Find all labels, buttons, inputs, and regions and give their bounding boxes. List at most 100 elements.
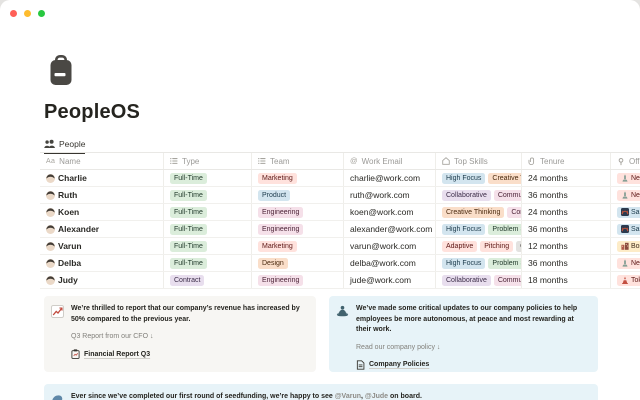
table-cell[interactable]: 24 months bbox=[522, 170, 611, 186]
tag-engineering[interactable]: Engineering bbox=[258, 206, 304, 218]
table-cell[interactable]: ruth@work.com bbox=[344, 187, 436, 203]
tag-full-time[interactable]: Full-Time bbox=[170, 240, 207, 252]
page-link-company-policies[interactable]: Company Policies bbox=[356, 359, 429, 370]
tag-new-york[interactable]: New York bbox=[617, 172, 640, 184]
table-cell[interactable]: Koen bbox=[40, 204, 164, 220]
table-cell[interactable]: Engineering bbox=[252, 204, 344, 220]
person-name[interactable]: Varun bbox=[58, 241, 82, 251]
table-cell[interactable]: High Focus Creative Thinking bbox=[436, 170, 522, 186]
column-header-type[interactable]: Type bbox=[164, 153, 252, 169]
tag-adaptive[interactable]: Adaptive bbox=[442, 240, 478, 252]
table-cell[interactable]: Full-Time bbox=[164, 221, 252, 237]
table-cell[interactable]: Contract bbox=[164, 272, 252, 288]
minimize-button[interactable] bbox=[24, 10, 31, 17]
table-row-alexander[interactable]: Alexander Full-Time Engineering alexander@w… bbox=[40, 221, 640, 238]
work-email[interactable]: varun@work.com bbox=[350, 241, 417, 251]
table-row-delba[interactable]: Delba Full-Time Design delba@work.com High F… bbox=[40, 255, 640, 272]
tag-full-time[interactable]: Full-Time bbox=[170, 189, 207, 201]
work-email[interactable]: ruth@work.com bbox=[350, 190, 410, 200]
tag-high-focus[interactable]: High Focus bbox=[442, 257, 486, 269]
table-cell[interactable]: koen@work.com bbox=[344, 204, 436, 220]
tag-design[interactable]: Design bbox=[258, 257, 288, 269]
column-header-tenure[interactable]: Tenure bbox=[522, 153, 611, 169]
tag-collaborative[interactable]: Collaborative bbox=[442, 189, 491, 201]
tag-high-focus[interactable]: High Focus bbox=[442, 223, 486, 235]
table-cell[interactable]: Design bbox=[252, 255, 344, 271]
table-cell[interactable]: jude@work.com bbox=[344, 272, 436, 288]
tag-marketing[interactable]: Marketing bbox=[258, 172, 297, 184]
person-name[interactable]: Delba bbox=[58, 258, 82, 268]
work-email[interactable]: delba@work.com bbox=[350, 258, 416, 268]
page-link-financial-report[interactable]: Financial Report Q3 bbox=[71, 349, 150, 359]
table-cell[interactable]: New York bbox=[611, 187, 640, 203]
table-cell[interactable]: Marketing bbox=[252, 170, 344, 186]
table-cell[interactable]: Boston bbox=[611, 238, 640, 254]
tab-people[interactable]: People bbox=[44, 139, 86, 154]
tag-san-francisco[interactable]: San Francisco bbox=[617, 206, 640, 218]
column-header-name[interactable]: Aa Name bbox=[40, 153, 164, 169]
table-cell[interactable]: Delba bbox=[40, 255, 164, 271]
table-cell[interactable]: High Focus Problem Solver bbox=[436, 255, 522, 271]
tag-engineering[interactable]: Engineering bbox=[258, 223, 304, 235]
backpack-icon[interactable] bbox=[50, 55, 72, 86]
table-cell[interactable]: 12 months bbox=[522, 238, 611, 254]
tag-problem-solver[interactable]: Problem Solver bbox=[488, 257, 521, 269]
person-name[interactable]: Koen bbox=[58, 207, 80, 217]
tag-collaborative[interactable]: Collaborative bbox=[442, 274, 491, 286]
tag-engineering[interactable]: Engineering bbox=[258, 274, 304, 286]
table-cell[interactable]: Engineering bbox=[252, 272, 344, 288]
table-cell[interactable]: 36 months bbox=[522, 187, 611, 203]
table-cell[interactable]: Tokyo bbox=[611, 272, 640, 288]
table-cell[interactable]: 24 months bbox=[522, 204, 611, 220]
column-header-work-email[interactable]: @ Work Email bbox=[344, 153, 436, 169]
table-cell[interactable]: Full-Time bbox=[164, 187, 252, 203]
person-name[interactable]: Charlie bbox=[58, 173, 87, 183]
tag-pitching[interactable]: Pitching bbox=[480, 240, 514, 252]
table-cell[interactable]: Engineering bbox=[252, 221, 344, 237]
table-cell[interactable]: delba@work.com bbox=[344, 255, 436, 271]
table-cell[interactable]: New York bbox=[611, 255, 640, 271]
tag-creative-thinking[interactable]: Creative Thinking bbox=[442, 206, 505, 218]
table-cell[interactable]: San Francisco bbox=[611, 204, 640, 220]
tag-communication[interactable]: Communication bbox=[507, 206, 521, 218]
work-email[interactable]: alexander@work.com bbox=[350, 224, 433, 234]
table-row-ruth[interactable]: Ruth Full-Time Product ruth@work.com Collabo… bbox=[40, 187, 640, 204]
table-row-varun[interactable]: Varun Full-Time Marketing varun@work.com Ada… bbox=[40, 238, 640, 255]
table-cell[interactable]: Charlie bbox=[40, 170, 164, 186]
tag-communication[interactable]: Communication bbox=[493, 274, 521, 286]
table-cell[interactable]: Creative Thinking Communication bbox=[436, 204, 522, 220]
table-row-charlie[interactable]: Charlie Full-Time Marketing charlie@work.co… bbox=[40, 170, 640, 187]
mention-jude[interactable]: @Jude bbox=[364, 393, 389, 400]
table-cell[interactable]: 36 months bbox=[522, 255, 611, 271]
work-email[interactable]: charlie@work.com bbox=[350, 173, 421, 183]
table-cell[interactable]: Collaborative Communication bbox=[436, 187, 522, 203]
table-cell[interactable]: Adaptive Pitching Contr bbox=[436, 238, 522, 254]
table-cell[interactable]: San Francisco bbox=[611, 221, 640, 237]
table-cell[interactable]: 36 months bbox=[522, 221, 611, 237]
table-cell[interactable]: New York bbox=[611, 170, 640, 186]
tag-communication[interactable]: Communication bbox=[493, 189, 521, 201]
table-row-judy[interactable]: Judy Contract Engineering jude@work.com Coll… bbox=[40, 272, 640, 289]
tag-boston[interactable]: Boston bbox=[617, 240, 640, 252]
tag-tokyo[interactable]: Tokyo bbox=[617, 274, 640, 286]
column-header-top-skills[interactable]: Top Skills bbox=[436, 153, 522, 169]
table-cell[interactable]: varun@work.com bbox=[344, 238, 436, 254]
person-name[interactable]: Alexander bbox=[58, 224, 100, 234]
tag-full-time[interactable]: Full-Time bbox=[170, 257, 207, 269]
table-cell[interactable]: Full-Time bbox=[164, 238, 252, 254]
table-cell[interactable]: Full-Time bbox=[164, 255, 252, 271]
zoom-button[interactable] bbox=[38, 10, 45, 17]
table-cell[interactable]: Full-Time bbox=[164, 204, 252, 220]
tag-high-focus[interactable]: High Focus bbox=[442, 172, 486, 184]
table-cell[interactable]: Collaborative Communication bbox=[436, 272, 522, 288]
tag-new-york[interactable]: New York bbox=[617, 189, 640, 201]
table-cell[interactable]: charlie@work.com bbox=[344, 170, 436, 186]
table-cell[interactable]: Judy bbox=[40, 272, 164, 288]
person-name[interactable]: Judy bbox=[58, 275, 78, 285]
person-name[interactable]: Ruth bbox=[58, 190, 78, 200]
table-cell[interactable]: alexander@work.com bbox=[344, 221, 436, 237]
mention-varun[interactable]: @Varun bbox=[334, 393, 362, 400]
tag-creative-thinking[interactable]: Creative Thinking bbox=[488, 172, 521, 184]
close-button[interactable] bbox=[10, 10, 17, 17]
table-cell[interactable]: Full-Time bbox=[164, 170, 252, 186]
